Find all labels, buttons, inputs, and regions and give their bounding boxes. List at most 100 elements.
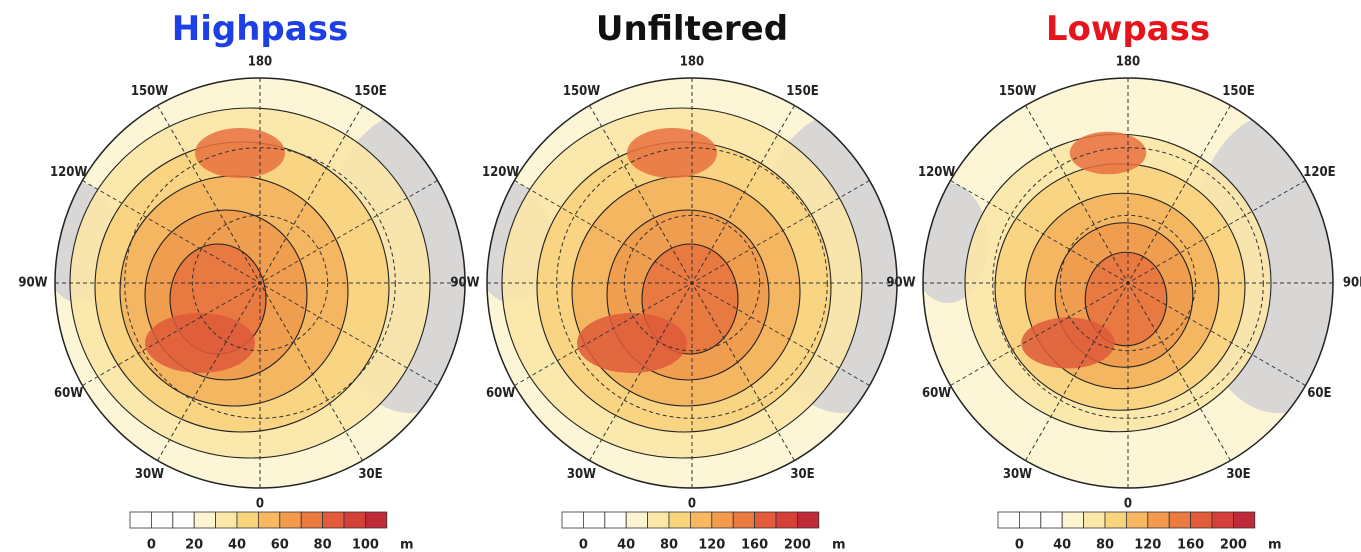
colorbar-box xyxy=(194,512,215,528)
map-field xyxy=(908,78,1361,488)
colorbar-box xyxy=(1169,512,1190,528)
colorbar-box xyxy=(280,512,301,528)
map-panel: Unfiltered 180 150W 150E 120W 90W 60W 30W 0 30E 0 4… xyxy=(450,9,932,552)
panel-title: Unfiltered xyxy=(596,9,788,49)
colorbar-box xyxy=(648,512,669,528)
longitude-label: 60W xyxy=(922,386,951,401)
colorbar-tick-label: 20 xyxy=(185,538,203,552)
colorbar-tick-label: 80 xyxy=(660,538,678,552)
colorbar-tick-label: 100 xyxy=(352,538,379,552)
colorbar-tick-label: 160 xyxy=(741,538,768,552)
longitude-label: 30W xyxy=(1003,467,1032,482)
maximum xyxy=(627,128,717,178)
longitude-label: 0 xyxy=(688,497,696,512)
colorbar-box xyxy=(237,512,258,528)
colorbar-tick-label: 200 xyxy=(784,538,811,552)
longitude-label: 60W xyxy=(486,386,515,401)
colorbar-box xyxy=(562,512,583,528)
colorbar-tick-label: 0 xyxy=(147,538,156,552)
map-panel: Highpass 180 150W 150E 120W 90W 60W 30W 0 30E 0 20 4… xyxy=(18,9,500,552)
colorbar-box xyxy=(733,512,754,528)
longitude-label: 0 xyxy=(256,497,264,512)
colorbar-box xyxy=(998,512,1019,528)
colorbar-box xyxy=(1084,512,1105,528)
longitude-label: 120W xyxy=(482,165,519,180)
panel-title: Lowpass xyxy=(1046,9,1210,49)
maximum xyxy=(1070,132,1147,175)
longitude-label: 90E xyxy=(1343,276,1361,291)
colorbar-tick-label: 0 xyxy=(579,538,588,552)
colorbar-box xyxy=(712,512,733,528)
colorbar-tick-label: 80 xyxy=(314,538,332,552)
colorbar-box xyxy=(776,512,797,528)
colorbar-box xyxy=(173,512,194,528)
colorbar-box xyxy=(626,512,647,528)
colorbar-box xyxy=(1148,512,1169,528)
maximum xyxy=(577,313,687,373)
colorbar-tick-label: 40 xyxy=(617,538,635,552)
longitude-label: 30E xyxy=(358,467,382,482)
panel-title: Highpass xyxy=(172,9,348,49)
colorbar-unit: m xyxy=(832,538,846,552)
colorbar-tick-label: 120 xyxy=(698,538,725,552)
colorbar-box xyxy=(755,512,776,528)
colorbar-tick-label: 80 xyxy=(1096,538,1114,552)
colorbar-box xyxy=(1126,512,1147,528)
colorbar-box xyxy=(344,512,365,528)
longitude-label: 120E xyxy=(1303,165,1335,180)
longitude-label: 60W xyxy=(54,386,83,401)
longitude-label: 180 xyxy=(680,55,704,70)
longitude-label: 90W xyxy=(886,276,915,291)
colorbar-box xyxy=(669,512,690,528)
colorbar-box xyxy=(797,512,818,528)
colorbar-box xyxy=(690,512,711,528)
longitude-label: 90W xyxy=(18,276,47,291)
colorbar-box xyxy=(1105,512,1126,528)
longitude-label: 150W xyxy=(999,84,1036,99)
maximum xyxy=(145,313,255,373)
colorbar-box xyxy=(216,512,237,528)
longitude-label: 120W xyxy=(50,165,87,180)
figure: Highpass 180 150W 150E 120W 90W 60W 30W 0 30E 0 20 4… xyxy=(0,0,1361,552)
colorbar-tick-label: 40 xyxy=(228,538,246,552)
colorbar-tick-label: 200 xyxy=(1220,538,1247,552)
colorbar-box xyxy=(1212,512,1233,528)
longitude-label: 30E xyxy=(790,467,814,482)
longitude-label: 0 xyxy=(1124,497,1132,512)
maximum xyxy=(1021,318,1115,369)
longitude-label: 90W xyxy=(450,276,479,291)
colorbar-box xyxy=(130,512,151,528)
longitude-label: 180 xyxy=(1116,55,1140,70)
colorbar-box xyxy=(301,512,322,528)
colorbar-box xyxy=(1062,512,1083,528)
longitude-label: 30W xyxy=(567,467,596,482)
map-field xyxy=(472,78,932,488)
longitude-label: 150E xyxy=(1222,84,1254,99)
longitude-label: 30W xyxy=(135,467,164,482)
map-panel: Lowpass 180 150W 150E 120W 120E 90W 90E 60W 60E 30… xyxy=(886,9,1361,552)
maximum xyxy=(195,128,285,178)
longitude-label: 150W xyxy=(131,84,168,99)
map-field xyxy=(40,78,500,488)
longitude-label: 60E xyxy=(1307,386,1331,401)
colorbar-tick-label: 0 xyxy=(1015,538,1024,552)
colorbar-box xyxy=(151,512,172,528)
longitude-label: 150E xyxy=(354,84,386,99)
colorbar-box xyxy=(605,512,626,528)
colorbar-tick-label: 160 xyxy=(1177,538,1204,552)
colorbar-box xyxy=(323,512,344,528)
longitude-label: 150W xyxy=(563,84,600,99)
colorbar-box xyxy=(1233,512,1254,528)
colorbar-box xyxy=(1019,512,1040,528)
colorbar-tick-label: 40 xyxy=(1053,538,1071,552)
longitude-label: 120W xyxy=(918,165,955,180)
colorbar-tick-label: 120 xyxy=(1134,538,1161,552)
longitude-label: 150E xyxy=(786,84,818,99)
longitude-label: 30E xyxy=(1226,467,1250,482)
colorbar-tick-label: 60 xyxy=(271,538,289,552)
longitude-label: 180 xyxy=(248,55,272,70)
colorbar-unit: m xyxy=(400,538,414,552)
colorbar-box xyxy=(258,512,279,528)
colorbar-box xyxy=(1191,512,1212,528)
colorbar-unit: m xyxy=(1268,538,1282,552)
